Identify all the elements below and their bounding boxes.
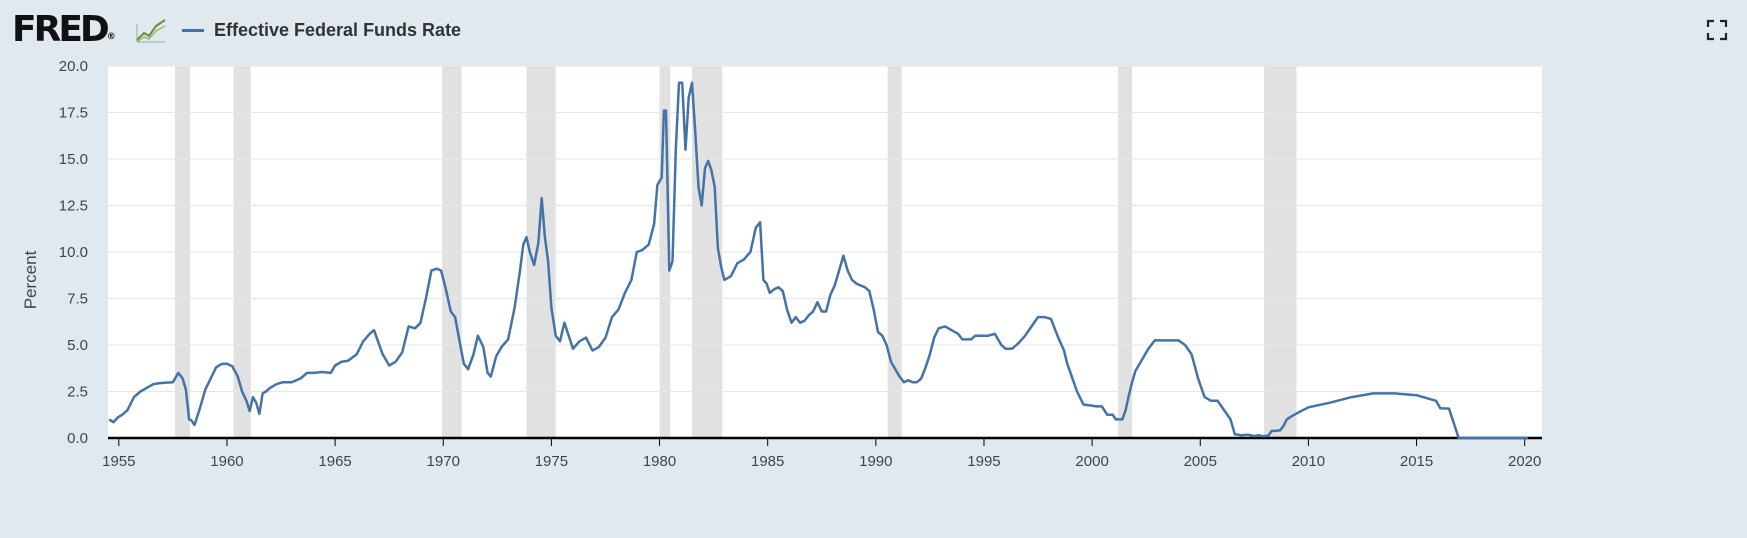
x-tick-label: 1990 (859, 453, 892, 470)
x-tick-label: 1985 (751, 453, 784, 470)
y-tick-label: 17.5 (59, 105, 88, 122)
x-tick-label: 1955 (102, 453, 135, 470)
x-tick-label: 1995 (967, 453, 1000, 470)
fred-logo[interactable]: FRED® (12, 8, 116, 61)
y-tick-label: 5.0 (67, 337, 88, 354)
logo-text: FRED (12, 9, 110, 50)
series-line (108, 81, 1528, 440)
x-tick-label: 2020 (1508, 453, 1541, 470)
y-tick-label: 7.5 (67, 291, 88, 308)
legend-label: Effective Federal Funds Rate (214, 19, 462, 40)
legend-swatch (182, 28, 204, 32)
chart-trend-icon (134, 14, 168, 46)
y-tick-label: 2.5 (67, 384, 88, 401)
x-tick-label: 2005 (1184, 453, 1217, 470)
line-chart: 0.0 2.5 5.0 7.5 10.0 12.5 15.0 17.5 20.0 1955 1960… (59, 60, 1542, 470)
x-tick-label: 1970 (427, 453, 460, 470)
legend[interactable]: Effective Federal Funds Rate (182, 18, 461, 42)
x-tick-label: 1965 (318, 453, 351, 470)
logo-registered-mark: ® (106, 32, 116, 42)
y-tick-label: 15.0 (59, 151, 88, 168)
x-tick-label: 2015 (1400, 453, 1433, 470)
chart-header: FRED® Effective Federal Funds Rate (0, 0, 1747, 60)
y-tick-label: 20.0 (59, 60, 88, 75)
y-tick-label: 0.0 (67, 430, 88, 447)
x-tick-label: 1960 (210, 453, 243, 470)
x-tick-label: 1980 (643, 453, 676, 470)
fullscreen-icon[interactable] (1705, 18, 1729, 42)
x-tick-label: 2010 (1292, 453, 1325, 470)
x-tick-label: 1975 (535, 453, 568, 470)
x-tick-label: 2000 (1075, 453, 1108, 470)
y-tick-label: 10.0 (59, 244, 88, 261)
y-tick-label: 12.5 (59, 198, 88, 215)
